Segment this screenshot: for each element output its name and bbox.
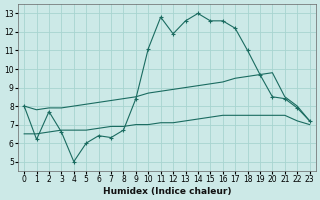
X-axis label: Humidex (Indice chaleur): Humidex (Indice chaleur)	[103, 187, 231, 196]
